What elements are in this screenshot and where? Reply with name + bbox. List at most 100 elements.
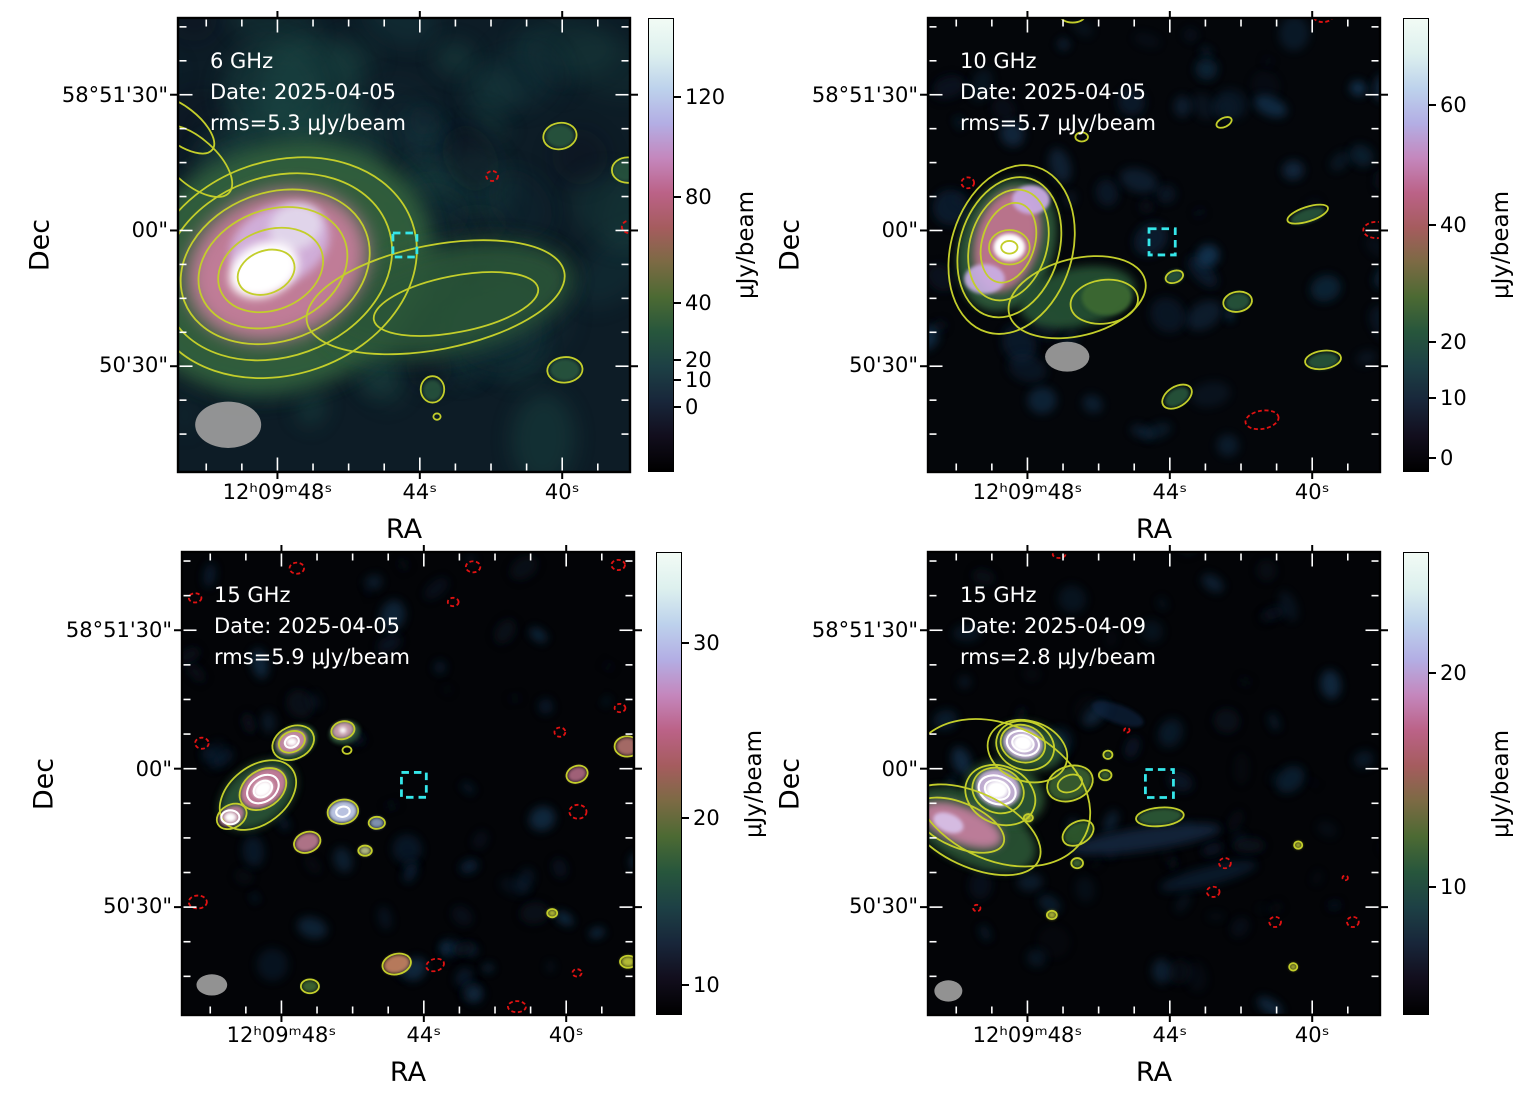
y-tick-labels: 58°51'30" 00" 50'30" <box>30 552 172 1015</box>
x-axis-label-ra: RA <box>385 514 423 545</box>
x-tick-label: 40ˢ <box>544 480 580 504</box>
sky-map: 6 GHz Date: 2025-04-05 rms=5.3 μJy/beam <box>170 11 638 479</box>
panel-border <box>176 16 632 474</box>
noise-blob <box>529 806 556 831</box>
noise-blob <box>182 647 201 664</box>
emission-glow <box>611 158 630 182</box>
sky-map-canvas <box>920 545 1388 1022</box>
noise-blob <box>461 782 475 794</box>
noise-blob <box>380 600 406 631</box>
colorbar-tick <box>674 95 681 98</box>
colorbar: μJy/beam 30 20 10 <box>656 552 796 1015</box>
contour <box>1022 813 1034 823</box>
noise-blob <box>1124 736 1140 759</box>
negative-contour <box>1218 857 1232 870</box>
frequency-label: 6 GHz <box>210 49 274 73</box>
noise-blob <box>1239 677 1251 686</box>
noise-blob <box>1268 713 1280 731</box>
frequency-label: 10 GHz <box>960 49 1037 73</box>
noise-blob <box>1369 305 1380 341</box>
contour <box>1000 240 1019 255</box>
colorbar-tick-label: 40 <box>685 291 712 316</box>
contour <box>335 805 351 818</box>
contour <box>277 730 306 754</box>
aperture-marker <box>1147 227 1177 257</box>
emission-glow <box>1164 386 1190 408</box>
noise-blob <box>377 634 401 653</box>
colorbar-gradient <box>648 18 674 472</box>
noise-blob <box>933 709 958 731</box>
y-tick-label: 58°51'30" <box>61 82 168 107</box>
noise-blob <box>1156 185 1176 204</box>
noise-blob <box>1251 71 1280 101</box>
noise-blob <box>951 746 972 776</box>
contour <box>246 773 280 805</box>
noise-blob <box>1185 962 1207 992</box>
noise-blob <box>1150 297 1186 333</box>
colorbar-unit-label: μJy/beam <box>1488 190 1514 300</box>
y-axis-label-dec: Dec <box>28 757 60 810</box>
noise-blob <box>1279 591 1298 622</box>
contour <box>432 412 442 421</box>
x-tick-label: 40ˢ <box>548 1023 584 1047</box>
emission-glow <box>1081 279 1132 316</box>
noise-blob <box>363 18 437 47</box>
contour <box>372 271 540 337</box>
noise-blob <box>1117 88 1146 116</box>
contour <box>330 720 356 741</box>
contour <box>293 830 322 854</box>
noise-blob <box>1002 324 1037 363</box>
noise-blob <box>602 696 610 706</box>
negative-contour <box>187 894 208 910</box>
sky-map-canvas <box>920 11 1388 479</box>
noise-blob <box>1231 917 1250 937</box>
noise-blob <box>1038 926 1070 958</box>
noise-blob <box>1379 836 1399 857</box>
contour <box>197 206 349 330</box>
noise-blob <box>970 68 993 102</box>
colorbar-tick <box>682 642 689 645</box>
emission-glow <box>294 832 320 853</box>
noise-blob <box>979 924 991 941</box>
noise-blob <box>451 905 473 926</box>
contour <box>613 735 634 758</box>
noise-blob <box>1168 771 1193 792</box>
contour <box>1060 18 1086 24</box>
x-tick-label: 44ˢ <box>1152 1023 1188 1047</box>
noise-blob <box>398 558 409 571</box>
noise-blob <box>304 855 321 874</box>
contour <box>1215 116 1233 129</box>
negative-contour <box>610 558 626 571</box>
panel-2: 58°51'30" 00" 50'30" Dec 10 GHz Date: 2025… <box>775 11 1514 545</box>
noise-blob <box>1017 872 1043 892</box>
noise-blob <box>1365 236 1380 258</box>
x-tick-labels: 12ʰ09ᵐ48ˢ 44ˢ 40ˢ <box>182 1023 634 1051</box>
emission-glow <box>1137 808 1183 826</box>
noise-blob <box>403 863 418 883</box>
panel-1: 58°51'30" 00" 50'30" Dec 6 GHz Date: 2025-… <box>25 11 759 545</box>
x-tick-labels: 12ʰ09ᵐ48ˢ 44ˢ 40ˢ <box>928 1023 1380 1051</box>
negative-contour <box>1346 915 1360 928</box>
colorbar-tick-label: 120 <box>685 84 726 109</box>
sky-map-canvas <box>174 545 642 1022</box>
contour <box>236 248 296 296</box>
contour <box>565 764 589 784</box>
emission-glow <box>359 846 371 856</box>
y-tick-label: 00" <box>131 218 168 243</box>
axis-ticks <box>174 545 642 1022</box>
noise-blob <box>1254 95 1287 118</box>
noise-blob <box>178 18 218 42</box>
contour <box>928 783 1042 877</box>
noise-blob <box>1320 670 1341 699</box>
noise-blob <box>256 948 289 981</box>
colorbar: μJy/beam 60 40 20 10 0 <box>1403 18 1520 472</box>
colorbar-tick <box>674 406 681 409</box>
contour <box>1016 737 1030 749</box>
contour <box>1102 749 1114 760</box>
noise-blob <box>1022 665 1041 682</box>
colorbar-tick-label: 10 <box>693 972 720 997</box>
colorbar-gradient <box>656 552 682 1015</box>
contour <box>1056 773 1084 794</box>
emission-glow <box>224 812 237 823</box>
negative-contour <box>1341 874 1349 882</box>
